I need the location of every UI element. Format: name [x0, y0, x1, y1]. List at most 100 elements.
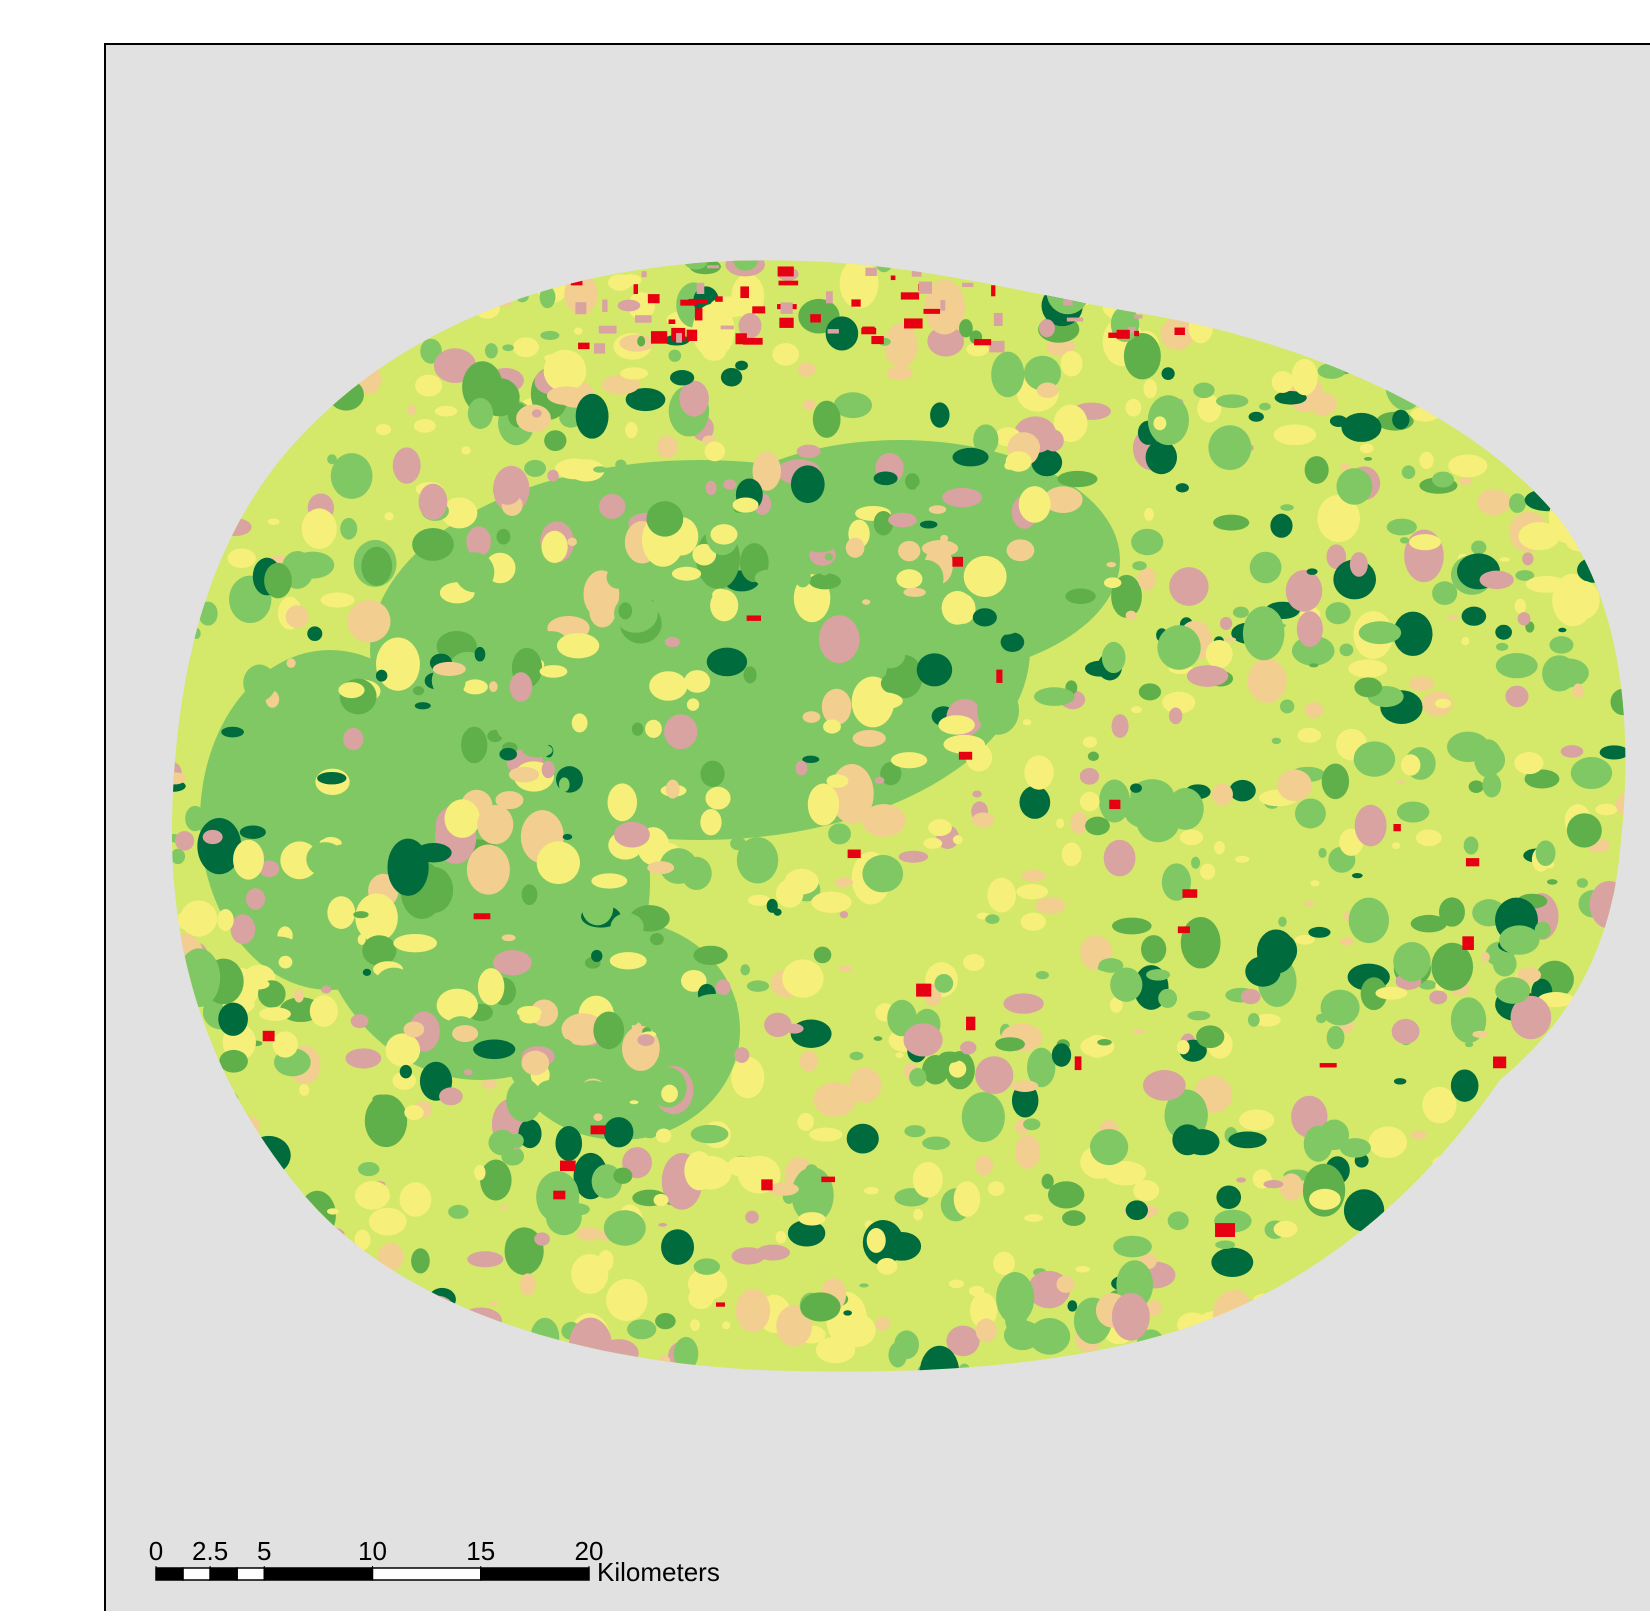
land-patch	[656, 1128, 671, 1142]
land-patch	[493, 474, 522, 505]
land-patch	[853, 730, 886, 747]
land-patch	[706, 481, 717, 495]
land-patch	[1318, 848, 1326, 858]
land-patch	[338, 682, 364, 698]
land-patch	[867, 1228, 886, 1253]
land-patch	[620, 367, 648, 379]
land-patch	[1518, 612, 1531, 625]
land-patch	[670, 370, 694, 385]
land-patch	[1043, 430, 1064, 452]
land-patch	[618, 300, 641, 312]
land-patch	[805, 540, 835, 553]
land-patch	[610, 913, 643, 941]
land-patch	[809, 573, 841, 589]
land-patch	[413, 686, 424, 695]
land-patch	[1309, 1189, 1341, 1210]
land-patch	[1158, 989, 1177, 1008]
land-patch	[1021, 913, 1047, 931]
land-patch	[688, 1287, 714, 1310]
land-patch	[575, 811, 585, 819]
land-patch	[1410, 1130, 1427, 1139]
land-patch	[1169, 707, 1182, 724]
urban-patch	[591, 1125, 606, 1134]
land-patch	[435, 406, 457, 417]
land-patch	[1024, 1214, 1043, 1222]
land-patch	[827, 774, 849, 787]
land-patch	[1007, 539, 1035, 561]
land-patch	[1393, 942, 1430, 981]
urban-patch	[996, 670, 1002, 683]
land-patch	[739, 702, 782, 733]
urban-patch	[1175, 328, 1185, 335]
land-patch	[1021, 870, 1046, 882]
urban-patch	[761, 1179, 772, 1190]
land-patch	[1024, 755, 1053, 789]
land-patch	[264, 563, 292, 599]
land-patch	[540, 331, 559, 340]
land-patch	[574, 328, 583, 335]
urban-patch	[635, 315, 652, 323]
land-patch	[1187, 1011, 1210, 1020]
land-patch	[747, 980, 769, 991]
land-patch	[345, 1048, 381, 1068]
urban-patch	[680, 300, 697, 306]
land-patch	[619, 335, 654, 352]
land-patch	[1233, 607, 1249, 618]
urban-patch	[1215, 1223, 1235, 1237]
land-patch	[862, 804, 906, 837]
land-patch	[221, 727, 244, 738]
land-patch	[862, 855, 903, 892]
land-patch	[259, 1007, 291, 1021]
land-patch	[433, 662, 466, 676]
land-patch	[917, 653, 953, 686]
land-patch	[1536, 840, 1556, 866]
land-patch	[744, 666, 757, 683]
land-patch	[959, 319, 973, 337]
land-patch	[1305, 702, 1324, 718]
urban-patch	[940, 300, 945, 311]
land-patch	[664, 714, 697, 749]
scale-tick-label: 5	[257, 1536, 271, 1566]
land-patch	[283, 888, 296, 901]
land-patch	[1571, 757, 1612, 789]
scale-segment	[481, 1568, 589, 1580]
land-patch	[687, 698, 699, 711]
land-patch	[1138, 567, 1156, 590]
land-patch	[712, 589, 728, 601]
land-patch	[971, 467, 989, 480]
land-patch	[764, 1013, 791, 1037]
land-patch	[689, 1156, 732, 1190]
land-patch	[1167, 788, 1204, 830]
urban-patch	[966, 1017, 975, 1031]
land-patch	[268, 518, 280, 525]
land-patch	[785, 869, 819, 895]
land-patch	[608, 783, 638, 821]
land-patch	[1431, 943, 1473, 991]
land-patch	[1600, 745, 1629, 759]
land-patch	[913, 1162, 943, 1198]
land-patch	[988, 1181, 1005, 1196]
land-patch	[1272, 371, 1294, 393]
land-patch	[846, 538, 865, 558]
land-patch	[875, 641, 905, 668]
land-patch	[599, 494, 626, 519]
scale-segment	[373, 1568, 481, 1580]
land-patch	[813, 1082, 856, 1116]
land-patch	[1349, 898, 1389, 943]
land-patch	[563, 834, 573, 840]
land-patch	[307, 626, 322, 641]
land-patch	[1229, 780, 1255, 801]
land-patch	[1305, 456, 1329, 484]
land-patch	[572, 713, 588, 732]
land-patch	[1180, 830, 1204, 846]
land-patch	[1133, 1180, 1159, 1201]
land-patch	[1191, 857, 1200, 869]
land-patch	[1480, 571, 1514, 589]
land-patch	[654, 1194, 669, 1206]
land-patch	[1572, 684, 1583, 699]
land-patch	[737, 837, 778, 883]
land-patch	[510, 1134, 524, 1148]
land-patch	[231, 914, 256, 944]
land-patch	[1214, 841, 1225, 854]
land-patch	[482, 1080, 498, 1089]
